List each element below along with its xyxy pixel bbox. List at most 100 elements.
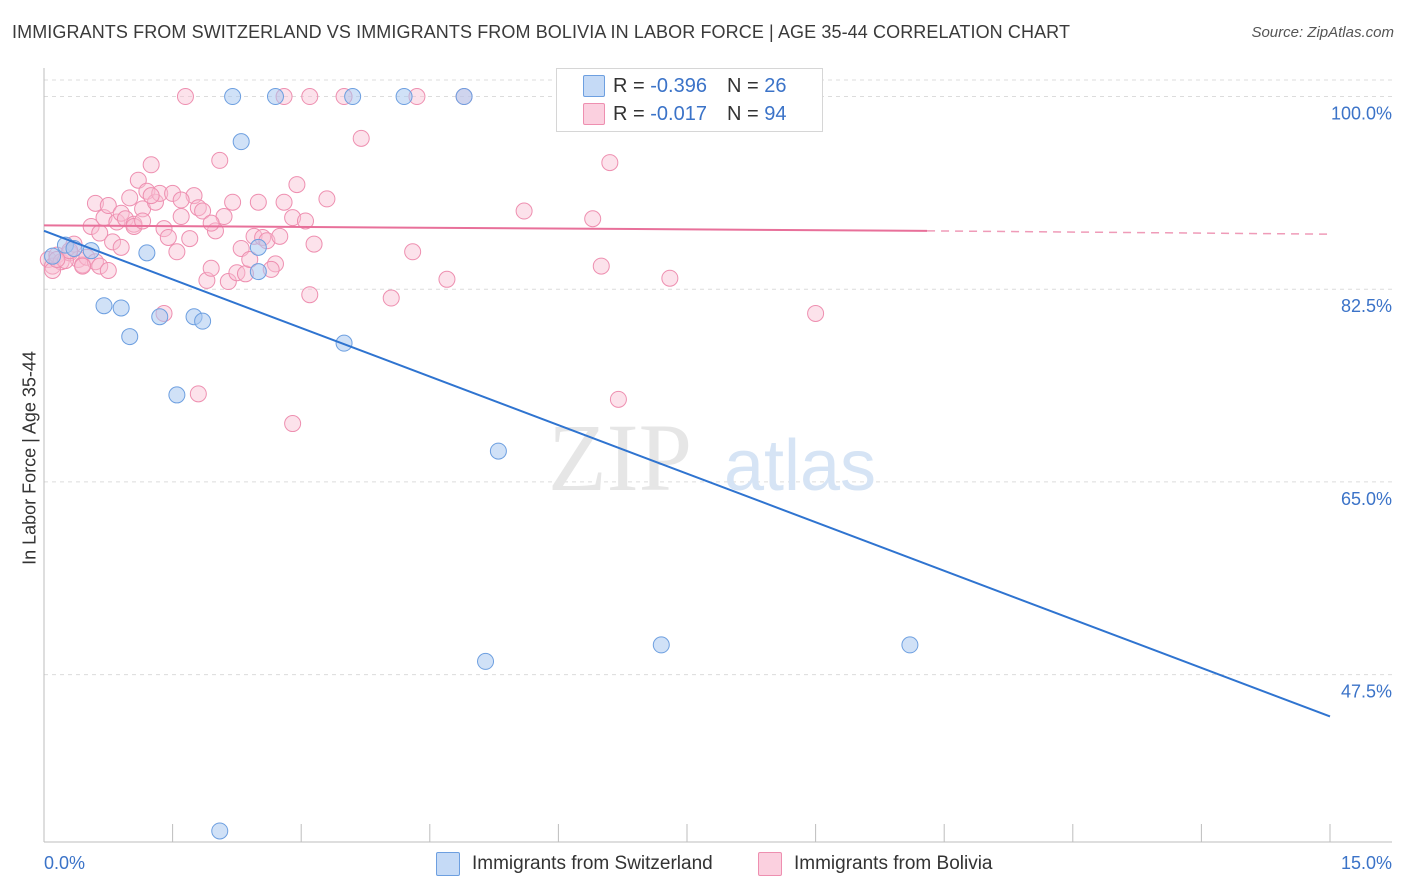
swiss-trend-line [43,229,1331,718]
legend-text-swiss: R = -0.396 N = 26 [613,75,786,98]
legend-n-value: 26 [764,74,787,97]
swiss-point [151,308,169,326]
swiss-point [395,88,413,106]
bolivia-trend-line [43,224,928,232]
bolivia-point [609,390,627,408]
source-label: Source: ZipAtlas.com [1251,24,1394,41]
swiss-point [489,442,507,460]
bolivia-point [211,151,229,169]
correlation-legend: R = -0.396 N = 26 R = -0.017 N = 94 [556,68,823,132]
bolivia-point [305,235,323,253]
bolivia-point [189,385,207,403]
bolivia-point [241,250,259,268]
swiss-point [44,247,62,265]
x-tick-label: 0.0% [44,853,85,873]
bolivia-point [172,191,190,209]
watermark-atlas: atlas [724,426,876,506]
legend-swatch-swiss [583,75,605,97]
bolivia-point [159,228,177,246]
bolivia-point [181,230,199,248]
swiss-point [211,822,229,840]
bolivia-point [121,189,139,207]
legend-r-label: R = [613,102,651,125]
swiss-point [121,328,139,346]
bolivia-point [296,212,314,230]
legend-n-label: N = [726,102,765,125]
swiss-point [266,88,284,106]
bolivia-point [219,273,237,291]
bottom-legend-swatch-bolivia [758,852,782,876]
trend-lines [43,224,1331,718]
bolivia-point [99,262,117,279]
bolivia-point [224,193,242,211]
watermark: ZIP atlas [548,404,876,511]
swiss-point [455,88,473,106]
watermark-zip: ZIP [548,404,692,511]
bolivia-point [438,270,456,288]
bolivia-trend-extension [927,230,1331,235]
swiss-point [168,386,186,404]
bolivia-point [176,88,194,106]
bolivia-point [807,304,825,322]
legend-r-value: -0.017 [650,102,707,125]
swiss-point [224,88,242,106]
swiss-point [344,88,362,106]
bolivia-point [592,257,610,275]
bolivia-point [288,176,306,194]
bolivia-point [515,202,533,220]
bolivia-point [112,238,130,256]
swiss-point [232,133,250,151]
swiss-point [477,652,495,670]
y-axis-label: In Labor Force | Age 35-44 [19,351,40,565]
y-tick-label: 82.5% [1341,296,1392,316]
bolivia-point [91,257,109,275]
bolivia-point [284,209,302,227]
bolivia-point [318,190,336,208]
bolivia-point [584,210,602,228]
bolivia-point [661,269,679,287]
grid-lines [44,79,1392,676]
swiss-point [112,299,130,317]
chart-title: IMMIGRANTS FROM SWITZERLAND VS IMMIGRANT… [12,22,1071,42]
bolivia-point [86,194,104,212]
bolivia-point [301,286,319,304]
bolivia-point [275,193,293,211]
bottom-legend-label-bolivia: Immigrants from Bolivia [794,853,993,874]
bolivia-point [601,154,619,172]
bottom-legend-swiss: Immigrants from Switzerland [436,852,713,876]
bolivia-point [202,259,220,277]
bolivia-point [164,184,182,202]
bolivia-point [142,156,160,174]
swiss-point [95,297,113,315]
bolivia-point [271,227,289,245]
legend-n-value: 94 [764,102,787,125]
swiss-point [249,263,267,281]
axes [43,68,1392,843]
bolivia-point [172,208,190,226]
bolivia-point [202,214,220,232]
bolivia-point [249,193,267,211]
bolivia-point [74,257,92,275]
bolivia-point [404,243,422,261]
bottom-legend-swatch-swiss [436,852,460,876]
y-tick-label: 47.5% [1341,682,1392,702]
bolivia-point [168,243,186,261]
y-tick-label: 65.0% [1341,489,1392,509]
legend-swatch-bolivia [583,103,605,125]
bottom-legend-label-swiss: Immigrants from Switzerland [472,853,713,874]
legend-n-label: N = [726,74,765,97]
y-tick-label: 100.0% [1331,104,1392,124]
bottom-legend-bolivia: Immigrants from Bolivia [758,852,993,876]
bolivia-point [382,289,400,307]
swiss-point [194,312,212,330]
bolivia-point [104,233,122,251]
bolivia-point [155,220,173,238]
x-tick-label: 15.0% [1341,853,1392,873]
bolivia-points [39,88,825,433]
legend-r-value: -0.396 [650,74,707,97]
legend-text-bolivia: R = -0.017 N = 94 [613,103,786,126]
bolivia-point [301,88,319,106]
bolivia-point [99,197,117,215]
bolivia-point [142,187,160,205]
